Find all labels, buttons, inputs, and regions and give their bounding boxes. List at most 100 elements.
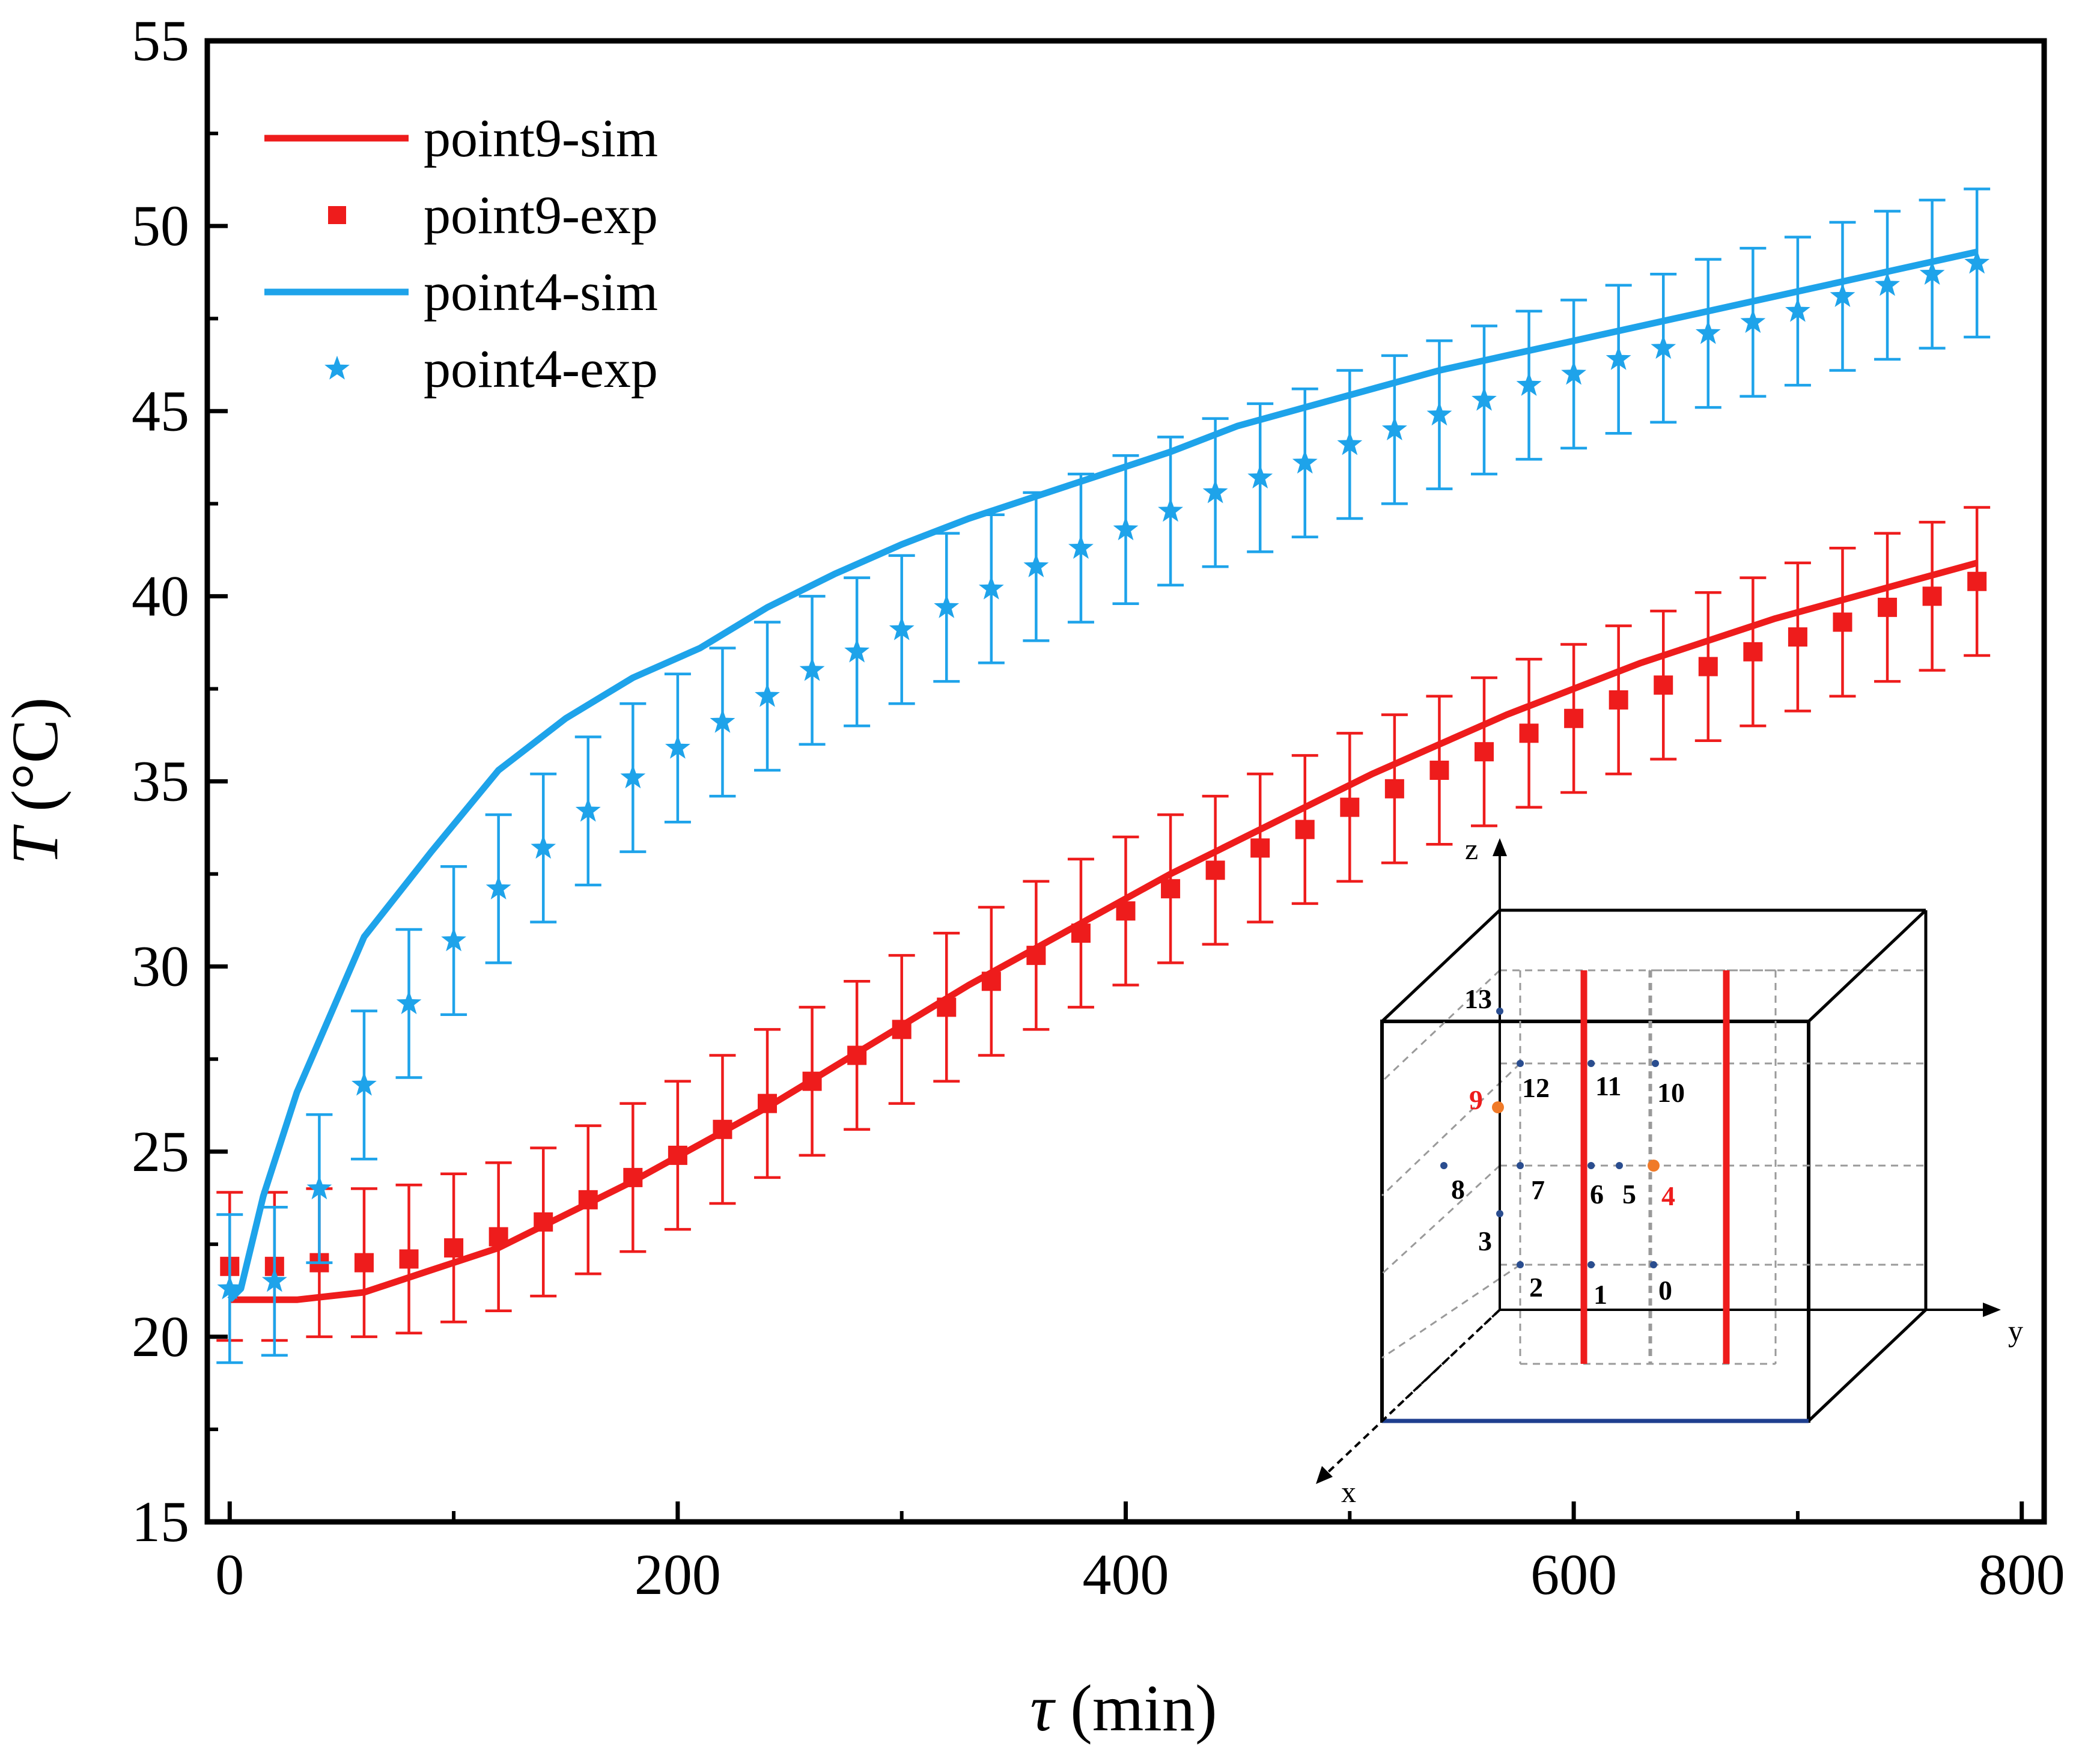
data-point-square [1071, 923, 1091, 943]
series-layer [216, 187, 1991, 1364]
x-axis-title: τ (min) [1030, 1671, 1217, 1745]
measurement-point-1 [1587, 1261, 1595, 1268]
measurement-point-label: 9 [1469, 1084, 1483, 1115]
x-axis [1321, 1309, 1501, 1479]
x-tick-label: 800 [1979, 1542, 2065, 1607]
data-point-star [1651, 335, 1676, 359]
cube-edge [1807, 909, 1927, 1023]
measurement-point-0 [1650, 1261, 1657, 1268]
x-tick-label: 200 [635, 1542, 721, 1607]
y-tick-label: 40 [132, 564, 189, 628]
data-point-star [889, 616, 915, 640]
y-tick-label: 50 [132, 193, 189, 258]
data-point-square [1654, 675, 1673, 695]
measurement-point-label: 8 [1451, 1174, 1465, 1205]
measurement-point-label: 0 [1658, 1275, 1672, 1306]
data-point-square [1967, 571, 1987, 591]
measurement-point-5 [1616, 1162, 1623, 1169]
data-point-star [1292, 449, 1318, 474]
data-point-square [1519, 723, 1539, 743]
legend-marker-square [328, 206, 346, 224]
legend-label: point4-exp [424, 339, 658, 399]
data-point-square [668, 1145, 687, 1165]
data-point-star [486, 875, 511, 899]
x-tick-label: 0 [215, 1542, 244, 1607]
data-point-square [1026, 946, 1046, 966]
grid-line [1381, 1164, 1501, 1275]
data-point-star [799, 657, 825, 681]
data-point-square [578, 1190, 598, 1209]
data-point-square [1788, 627, 1807, 647]
data-point-star [1695, 320, 1721, 344]
measurement-point-label: 13 [1464, 984, 1492, 1014]
data-point-star [710, 708, 735, 733]
data-point-square [1161, 879, 1181, 899]
data-point-square [399, 1249, 419, 1269]
line-point4-sim [227, 248, 1978, 1303]
legend-label: point4-sim [424, 263, 658, 322]
legend: point9-sim point9-exp point4-sim point4-exp [264, 109, 658, 399]
y-axis-title: T (°C) [0, 697, 72, 865]
measurement-point-label: 6 [1590, 1179, 1604, 1209]
data-point-star [396, 990, 422, 1014]
measurement-point-label: 12 [1522, 1072, 1550, 1103]
data-point-square [534, 1212, 553, 1232]
measurement-point-label: 11 [1595, 1071, 1621, 1101]
data-point-star [1158, 497, 1183, 522]
measurement-point-11 [1587, 1060, 1595, 1067]
data-point-star [1113, 516, 1139, 541]
measurement-point-8 [1440, 1162, 1447, 1169]
grid-line [1381, 969, 1501, 1083]
data-point-square [489, 1227, 508, 1247]
x-tick-label: 600 [1530, 1542, 1617, 1607]
grid-line [1381, 1264, 1521, 1359]
data-point-star [755, 683, 780, 707]
data-point-star [1516, 372, 1542, 396]
data-point-star [306, 1175, 332, 1200]
data-point-square [1295, 820, 1315, 839]
data-point-square [758, 1093, 778, 1113]
data-point-square [623, 1167, 643, 1187]
y-tick-label: 15 [132, 1489, 189, 1554]
x-axis-arrow [1316, 1466, 1333, 1484]
legend-marker-star [324, 356, 350, 380]
y-tick-label: 35 [132, 749, 189, 814]
data-point-square [1609, 690, 1628, 710]
y-axis-arrow [1983, 1303, 2001, 1317]
data-point-square [1205, 860, 1225, 880]
measurement-point-3 [1496, 1210, 1503, 1217]
data-point-star [531, 835, 556, 859]
data-point-star [1875, 272, 1900, 296]
measurement-point-label: 2 [1529, 1272, 1543, 1303]
data-point-square [937, 997, 957, 1017]
y-tick-label: 20 [132, 1304, 189, 1369]
data-point-star [1472, 386, 1497, 411]
data-point-square [444, 1238, 464, 1258]
line-point9-sim [230, 559, 1978, 1303]
y-axis-label: y [2008, 1314, 2023, 1348]
data-point-square [1743, 642, 1763, 662]
data-point-star [217, 1275, 243, 1300]
measurement-point-4 [1648, 1160, 1660, 1172]
data-point-star [1785, 297, 1810, 322]
measurement-point-13 [1496, 1008, 1503, 1015]
measurement-point-6 [1587, 1162, 1595, 1169]
data-point-star [1561, 360, 1586, 385]
y-tick-label: 55 [132, 8, 189, 73]
data-point-star [575, 797, 601, 822]
data-point-square [1922, 586, 1942, 606]
measurement-point-7 [1517, 1162, 1524, 1169]
data-point-star [261, 1268, 287, 1292]
y-tick-label: 25 [132, 1119, 189, 1184]
x-axis-label: x [1341, 1475, 1356, 1509]
data-point-square [1116, 901, 1136, 921]
data-point-star [620, 764, 646, 789]
legend-label: point9-exp [424, 186, 658, 245]
data-point-square [1698, 657, 1718, 677]
data-point-star [1606, 346, 1631, 370]
y-tick-label: 45 [132, 379, 189, 443]
data-point-star [1337, 431, 1363, 455]
